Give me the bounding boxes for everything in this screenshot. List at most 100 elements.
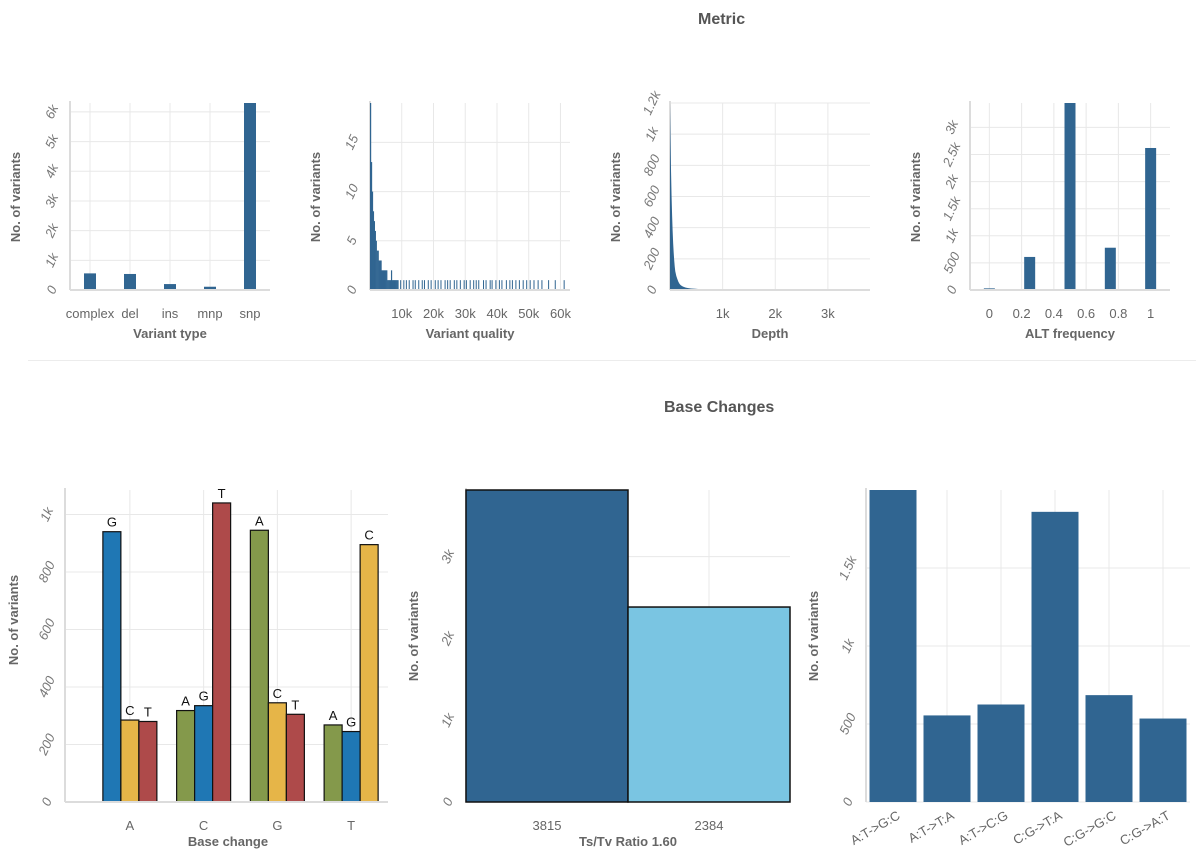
x-tick-label: 50k: [518, 306, 539, 321]
y-tick-label: 2k: [41, 220, 61, 241]
variant-type-bar: [84, 273, 96, 290]
quality-bar: [418, 280, 420, 290]
y-tick-label: 3k: [42, 190, 62, 210]
variant-type-bar: [204, 286, 216, 290]
x-tick-label: 2k: [768, 306, 782, 321]
y-tick-label: 1k: [838, 635, 858, 655]
quality-bar: [412, 280, 414, 290]
bar-data-label: T: [218, 486, 226, 501]
x-tick-label: 20k: [423, 306, 444, 321]
quality-bar: [541, 280, 543, 290]
y-tick-label: 5k: [42, 131, 62, 151]
y-tick-label: 800: [35, 558, 58, 585]
quality-bar: [537, 280, 539, 290]
y-tick-label: 1.2k: [640, 87, 665, 117]
x-tick-label: complex: [66, 306, 115, 321]
variant-quality-chart: 10k 20k 30k 40k 50k 60k 0 5 10 15 No. of variants V…: [308, 101, 571, 341]
depth-chart: 1k 2k 3k 0 200 400 600 800 1k 1.2k No. of variants…: [608, 87, 870, 341]
substitution-bar: [1139, 718, 1187, 802]
bar-data-label: A: [255, 513, 264, 528]
y-axis-title: No. of variants: [6, 575, 21, 665]
x-tick-label: 3815: [533, 818, 562, 833]
y-tick-label: 1k: [42, 249, 62, 269]
y-tick-label: 200: [640, 245, 664, 273]
quality-bar: [400, 280, 402, 290]
quality-bar: [427, 280, 429, 290]
bar-data-label: C: [125, 703, 134, 718]
quality-bar: [382, 270, 384, 290]
quality-bar: [518, 280, 520, 290]
bar-data-label: G: [346, 715, 356, 730]
x-tick-label: T: [347, 818, 355, 833]
quality-bar: [434, 280, 436, 290]
quality-bar: [414, 280, 416, 290]
x-tick-label: 1k: [716, 306, 730, 321]
y-tick-label: 15: [342, 132, 362, 152]
quality-bar: [515, 280, 517, 290]
base-change-bar: [176, 709, 196, 803]
quality-bar: [440, 280, 442, 290]
quality-bar: [376, 250, 378, 290]
y-tick-label: 5: [343, 233, 360, 247]
x-tick-label: mnp: [197, 306, 222, 321]
quality-bar: [511, 280, 513, 290]
x-tick-label: A:T->T:A: [906, 807, 957, 845]
y-tick-label: 500: [836, 710, 859, 737]
bar-data-label: A: [329, 708, 338, 723]
quality-bar: [475, 280, 477, 290]
variant-type-chart: 0 1k 2k 3k 4k 5k 6k No. of variants complex del in…: [8, 101, 270, 341]
bar-data-label: C: [273, 686, 282, 701]
quality-bar: [444, 280, 446, 290]
x-tick-label: G: [272, 818, 282, 833]
section-divider: [28, 360, 1196, 361]
quality-bar: [392, 280, 395, 290]
quality-bar: [453, 280, 455, 290]
y-tick-label: 400: [640, 214, 663, 241]
quality-bar: [383, 270, 385, 290]
x-tick-label: 2384: [695, 818, 724, 833]
x-tick-label: 30k: [455, 306, 476, 321]
y-tick-label: 0: [43, 283, 60, 297]
base-change-bar: [285, 713, 305, 803]
substitution-bar: [977, 704, 1025, 802]
x-tick-label: 0.8: [1109, 306, 1127, 321]
y-tick-label: 0: [839, 795, 856, 809]
bar-data-label: G: [199, 689, 209, 704]
base-change-bar: [212, 502, 232, 803]
quality-bar: [430, 280, 432, 290]
y-tick-label: 2k: [941, 171, 961, 192]
y-tick-label: 1k: [37, 503, 57, 523]
y-tick-label: 4k: [42, 160, 62, 180]
quality-bar: [423, 280, 425, 290]
y-axis-title: No. of variants: [608, 152, 623, 242]
quality-bar: [509, 280, 511, 290]
x-tick-label: 0: [986, 306, 993, 321]
quality-bar: [403, 280, 405, 290]
y-tick-label: 1k: [942, 225, 962, 245]
alt-frequency-bar: [1064, 103, 1076, 290]
quality-bar: [396, 280, 398, 290]
quality-bar: [447, 280, 449, 290]
x-tick-label: 40k: [486, 306, 507, 321]
x-tick-label: 10k: [391, 306, 412, 321]
y-tick-label: 0: [343, 283, 360, 297]
bar-data-label: T: [291, 697, 299, 712]
alt-frequency-bar: [1145, 147, 1157, 290]
quality-bar: [389, 280, 391, 290]
quality-bar: [449, 280, 451, 290]
quality-bar: [397, 280, 399, 290]
base-change-bar: [267, 702, 287, 803]
substitution-bar: [1085, 695, 1133, 802]
x-tick-label: C:G->G:C: [1061, 808, 1119, 850]
y-axis-title: No. of variants: [308, 152, 323, 242]
quality-bar: [469, 280, 471, 290]
substitution-bar: [923, 715, 971, 802]
quality-bar: [388, 280, 390, 290]
y-tick-label: 3k: [942, 116, 962, 136]
base-change-bar: [323, 724, 343, 803]
quality-bar: [421, 280, 423, 290]
transversions-bar: [627, 606, 791, 803]
y-axis-title: No. of variants: [8, 152, 23, 242]
quality-bar: [548, 280, 550, 290]
quality-bar: [378, 260, 380, 290]
